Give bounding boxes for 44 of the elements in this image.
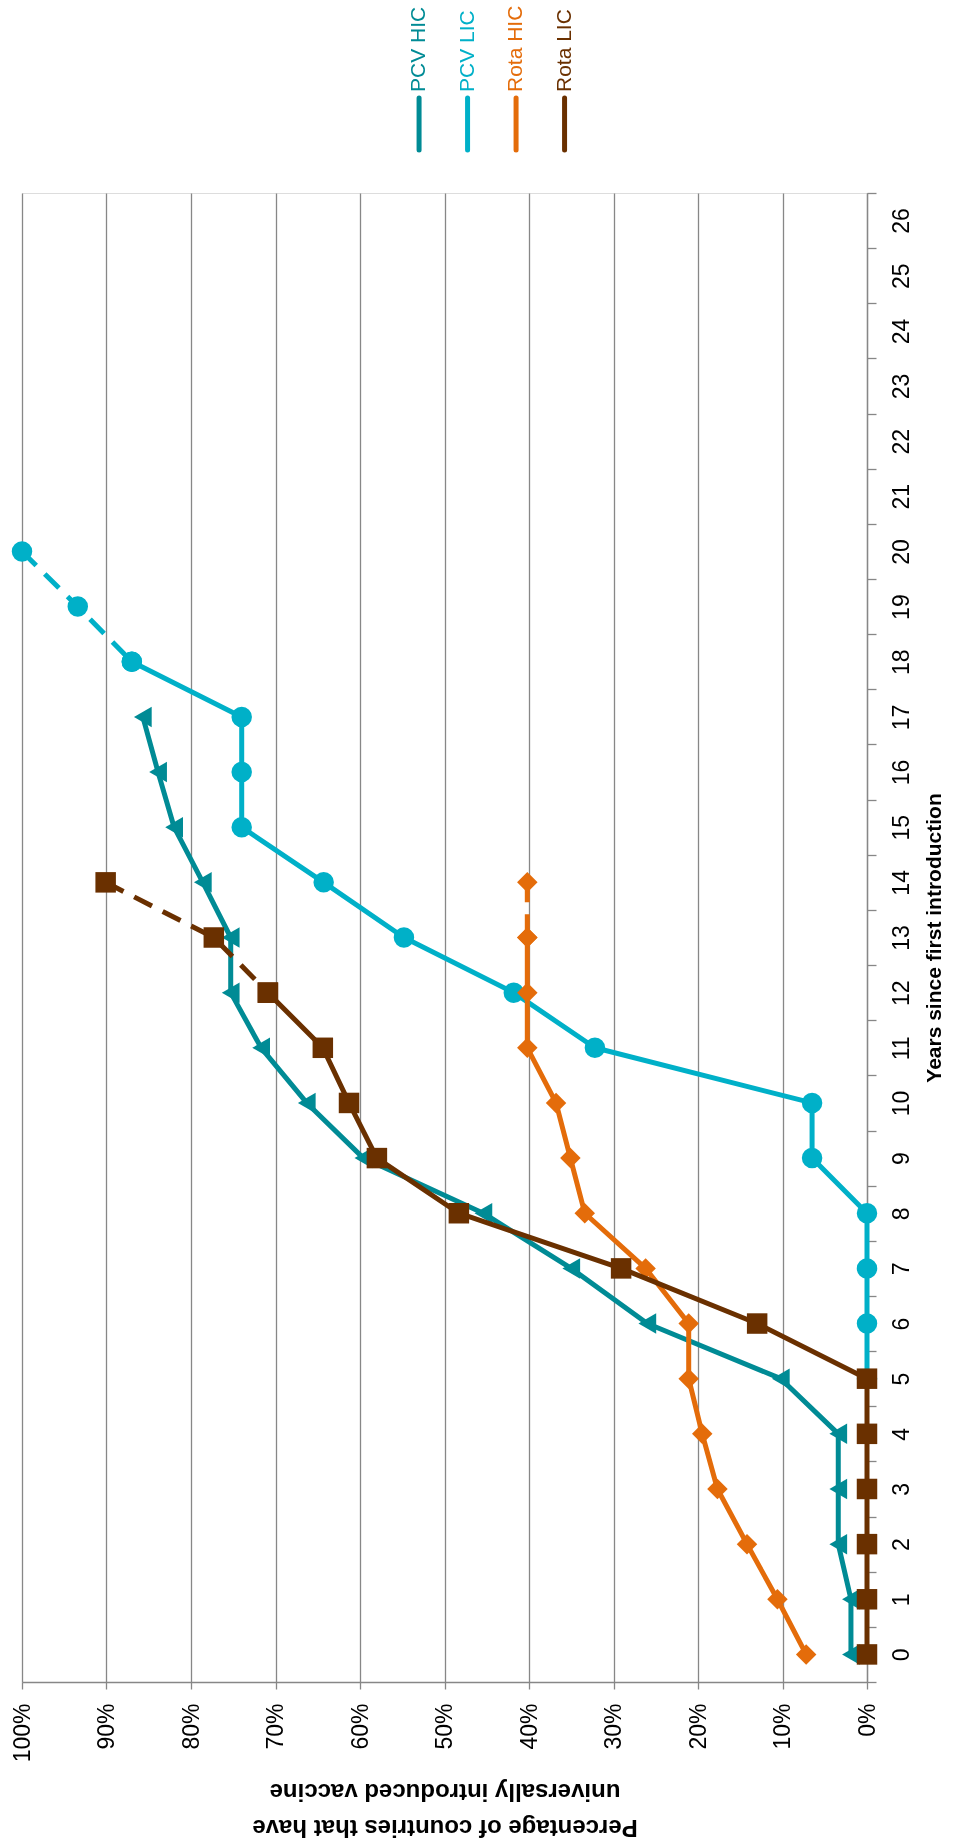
y-tick-label: 17 [887, 704, 914, 731]
x-tick-label: 60% [346, 1703, 373, 1750]
x-tick-label: 70% [262, 1703, 288, 1750]
y-tick-label: 2 [887, 1538, 914, 1552]
y-tick-label: 12 [887, 980, 914, 1006]
y-tick-label: 0 [887, 1648, 914, 1662]
y-tick-label: 5 [887, 1372, 914, 1386]
text: PCV HIC [406, 6, 430, 92]
y-tick-label: 25 [887, 263, 914, 290]
text: Rota HIC [503, 5, 527, 92]
x-tick-label: 30% [600, 1703, 626, 1750]
y-tick-label: 11 [887, 1036, 914, 1061]
y-tick-label: 1 [887, 1593, 914, 1607]
y-axis-title: Years since first introduction [921, 793, 945, 1083]
x-axis-title: Percentage of countries that have universally introduced vaccine [252, 1778, 638, 1842]
y-tick-label: 15 [887, 814, 914, 841]
x-tick-label: 20% [684, 1703, 711, 1750]
x-tick-label: 80% [177, 1703, 204, 1750]
x-tick-label: 50% [431, 1703, 457, 1750]
text: PCV LIC [454, 10, 478, 92]
y-tick-label: 26 [887, 208, 914, 234]
y-tick-label: 16 [887, 759, 914, 786]
y-tick-label: 6 [887, 1317, 914, 1331]
y-tick-label: 21 [887, 484, 914, 510]
x-tick-label: 100% [8, 1703, 35, 1763]
x-tick-label: 10% [769, 1703, 795, 1750]
y-tick-label: 10 [887, 1090, 914, 1117]
y-tick-label: 9 [887, 1152, 914, 1165]
y-tick-label: 22 [887, 428, 914, 455]
y-tick-label: 23 [887, 373, 914, 400]
y-tick-label: 4 [887, 1427, 914, 1441]
x-tick-label: 40% [515, 1703, 542, 1750]
y-tick-label: 7 [887, 1262, 914, 1276]
y-tick-label: 24 [887, 318, 914, 345]
text: Rota LIC [551, 9, 575, 92]
y-tick-label: 14 [887, 869, 914, 896]
y-tick-label: 20 [887, 539, 914, 565]
y-tick-label: 3 [887, 1483, 914, 1496]
y-tick-label: 19 [887, 594, 914, 620]
x-tick-label: 90% [93, 1703, 119, 1750]
y-tick-label: 8 [887, 1207, 914, 1221]
y-tick-label: 18 [887, 649, 914, 676]
y-tick-label: 13 [887, 925, 914, 951]
x-tick-label: 0% [853, 1703, 880, 1737]
